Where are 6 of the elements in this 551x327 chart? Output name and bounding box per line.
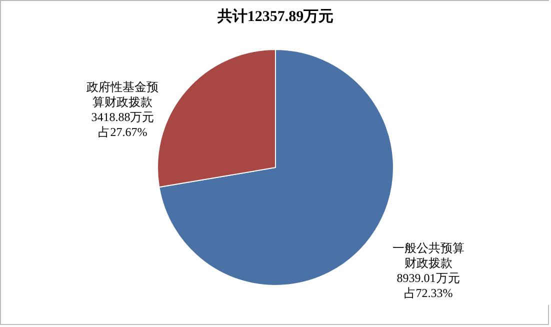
chart-title: 共计12357.89万元 [216, 8, 334, 25]
slice-label: 一般公共预算财政拨款 [392, 241, 464, 270]
data-label: 3418.88万元占27.67% [91, 110, 154, 139]
data-label: 8939.01万元占72.33% [396, 271, 460, 300]
slice-label: 政府性基金预算财政拨款 [86, 80, 159, 109]
pie-slice [158, 49, 394, 286]
